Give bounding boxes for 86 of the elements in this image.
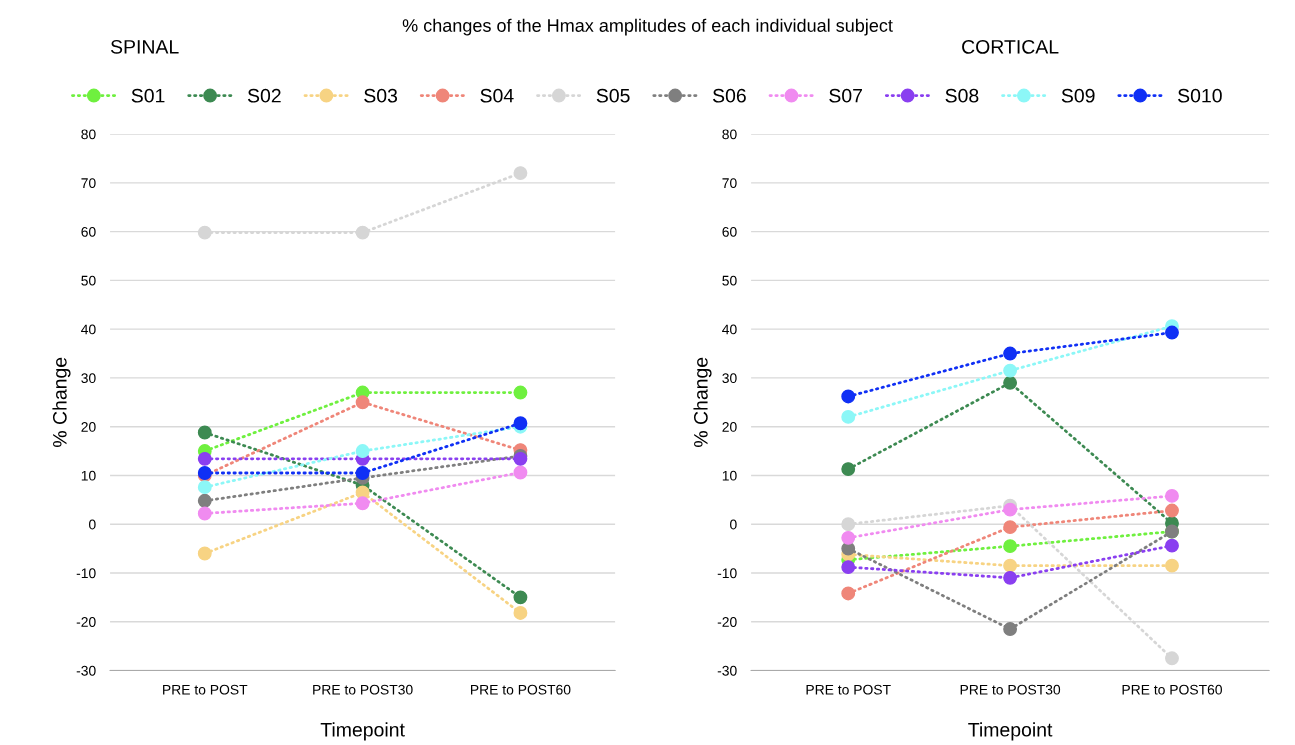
point <box>355 444 370 459</box>
point <box>513 465 528 480</box>
point <box>197 480 212 495</box>
point <box>513 385 528 400</box>
point <box>1003 570 1018 585</box>
point <box>1003 375 1018 390</box>
y-tick-label: 60 <box>81 226 96 237</box>
y-axis-title: % Change <box>52 357 71 448</box>
point <box>1165 488 1179 503</box>
point <box>841 530 856 545</box>
legend-label: S04 <box>480 88 514 103</box>
legend-label: S03 <box>364 88 398 103</box>
text: % changes of the Hmax amplitudes of each individual subject <box>402 18 893 36</box>
point <box>841 389 856 404</box>
y-axis-title: % Change <box>693 357 712 448</box>
y-tick-label: -20 <box>717 617 737 627</box>
y-tick-label: -30 <box>76 665 96 676</box>
legend-label: S09 <box>1061 88 1095 103</box>
x-tick-label: PRE to POST30 <box>313 684 413 695</box>
x-tick-label: PRE to POST60 <box>471 684 571 695</box>
x-tick-label: PRE to POST60 <box>1122 684 1222 695</box>
point <box>355 466 370 480</box>
point <box>197 506 212 521</box>
point <box>1165 503 1179 518</box>
point <box>513 166 528 181</box>
y-tick-label: 10 <box>722 470 737 481</box>
y-tick-label: 70 <box>81 178 96 189</box>
point <box>1003 520 1018 535</box>
point <box>1003 622 1018 636</box>
y-tick-label: 40 <box>722 324 737 335</box>
point <box>1165 325 1179 340</box>
y-tick-label: 20 <box>81 422 96 432</box>
x-tick-label: PRE to POST30 <box>960 684 1061 695</box>
point <box>513 606 528 620</box>
x-axis-title: Timepoint <box>320 722 405 741</box>
point <box>355 225 370 240</box>
y-tick-label: 50 <box>722 275 737 286</box>
x-axis-title: Timepoint <box>968 722 1053 741</box>
y-tick-label: 70 <box>722 178 737 189</box>
point <box>1165 558 1179 573</box>
y-tick-label: 40 <box>81 324 96 335</box>
point <box>1165 651 1179 666</box>
point <box>197 451 212 466</box>
point <box>197 425 212 440</box>
y-tick-label: 30 <box>722 373 737 384</box>
y-tick-label: 80 <box>722 129 737 140</box>
point <box>841 586 856 601</box>
point <box>841 517 856 532</box>
point <box>355 395 370 410</box>
point <box>197 225 212 240</box>
chart-title: SPINAL <box>110 39 179 54</box>
legend-label: S010 <box>1178 88 1222 103</box>
point <box>841 560 856 575</box>
legend-label: S08 <box>945 88 979 103</box>
point <box>841 409 856 424</box>
legend-label: S05 <box>596 88 630 103</box>
x-tick-label: PRE to POST <box>163 684 248 695</box>
y-tick-label: -10 <box>76 568 96 579</box>
y-tick-label: -30 <box>717 665 737 676</box>
point <box>1165 538 1179 553</box>
chart-title: CORTICAL <box>962 39 1059 54</box>
point <box>197 493 212 508</box>
point <box>841 462 856 477</box>
y-tick-label: 10 <box>81 470 96 481</box>
y-tick-label: 20 <box>722 422 737 432</box>
point <box>1003 502 1018 517</box>
y-tick-label: 30 <box>81 373 96 384</box>
y-tick-label: 50 <box>81 275 96 286</box>
point <box>513 590 528 605</box>
y-tick-label: -10 <box>717 568 737 579</box>
y-tick-label: 60 <box>722 226 737 237</box>
legend-label: S02 <box>247 88 281 103</box>
point <box>197 546 212 561</box>
legend-label: S06 <box>712 88 746 103</box>
legend-label: S01 <box>131 88 165 103</box>
y-tick-label: 80 <box>81 129 96 140</box>
point <box>355 496 370 511</box>
y-tick-label: -20 <box>76 617 96 627</box>
point <box>1003 346 1018 361</box>
legend-label: S07 <box>829 88 862 103</box>
y-tick-label: 0 <box>730 519 737 530</box>
point <box>1003 363 1018 378</box>
point <box>1003 558 1018 573</box>
y-tick-label: 0 <box>89 519 96 530</box>
point <box>1003 539 1018 554</box>
x-tick-label: PRE to POST <box>806 684 891 695</box>
